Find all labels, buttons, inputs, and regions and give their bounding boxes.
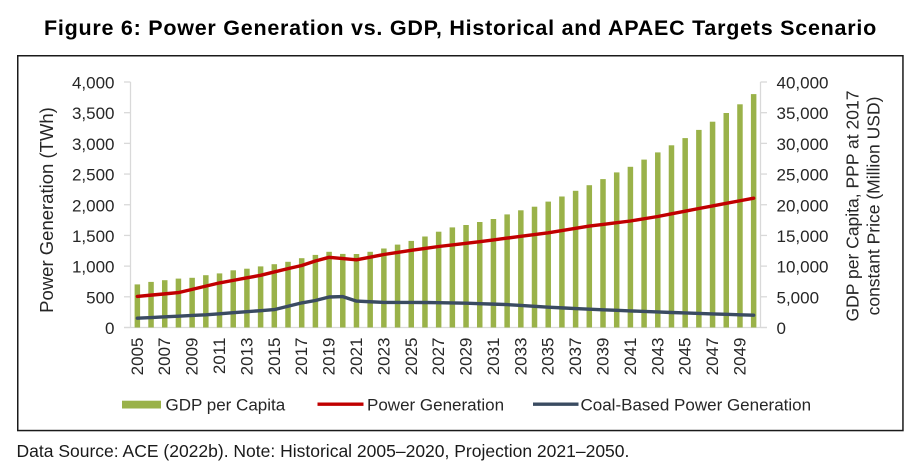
svg-text:2033: 2033 (511, 338, 530, 376)
svg-text:Data Source: ACE (2022b). Note: Data Source: ACE (2022b). Note: Historic… (17, 441, 630, 461)
svg-text:GDP per Capita, PPP at 2017: GDP per Capita, PPP at 2017 (843, 91, 863, 322)
svg-text:5,000: 5,000 (777, 288, 820, 307)
svg-text:0: 0 (777, 319, 786, 338)
svg-text:2,000: 2,000 (72, 196, 115, 215)
svg-text:2047: 2047 (703, 338, 722, 376)
svg-text:0: 0 (105, 319, 114, 338)
svg-text:2039: 2039 (594, 338, 613, 376)
svg-text:15,000: 15,000 (777, 227, 829, 246)
svg-text:Power Generation (TWh): Power Generation (TWh) (36, 107, 57, 313)
svg-text:4,000: 4,000 (72, 74, 115, 93)
svg-text:2019: 2019 (320, 338, 339, 376)
svg-text:2005: 2005 (128, 338, 147, 376)
svg-text:3,000: 3,000 (72, 135, 115, 154)
svg-text:500: 500 (86, 288, 114, 307)
svg-text:2011: 2011 (210, 338, 229, 375)
svg-text:2049: 2049 (730, 338, 749, 376)
svg-text:2025: 2025 (402, 338, 421, 376)
svg-text:2007: 2007 (155, 338, 174, 376)
svg-text:Coal-Based Power Generation: Coal-Based Power Generation (581, 395, 812, 414)
svg-text:1,000: 1,000 (72, 258, 115, 277)
svg-text:2027: 2027 (429, 338, 448, 376)
svg-text:2013: 2013 (237, 338, 256, 376)
svg-text:2037: 2037 (566, 338, 585, 376)
svg-text:2023: 2023 (374, 338, 393, 376)
svg-text:35,000: 35,000 (777, 104, 829, 123)
svg-text:2043: 2043 (648, 338, 667, 376)
svg-text:2031: 2031 (484, 338, 503, 376)
svg-text:25,000: 25,000 (777, 166, 829, 185)
svg-text:2035: 2035 (539, 338, 558, 376)
svg-text:2021: 2021 (347, 338, 366, 376)
svg-text:40,000: 40,000 (777, 74, 829, 93)
svg-text:2045: 2045 (676, 338, 695, 376)
svg-text:30,000: 30,000 (777, 135, 829, 154)
svg-text:10,000: 10,000 (777, 258, 829, 277)
svg-text:2009: 2009 (183, 338, 202, 376)
svg-text:2,500: 2,500 (72, 166, 115, 185)
svg-text:constant Price (Million USD): constant Price (Million USD) (864, 97, 884, 316)
svg-text:3,500: 3,500 (72, 104, 115, 123)
svg-text:Power Generation: Power Generation (367, 395, 504, 414)
svg-text:2017: 2017 (292, 338, 311, 376)
svg-text:2041: 2041 (621, 338, 640, 376)
svg-text:GDP per Capita: GDP per Capita (166, 395, 286, 414)
svg-text:20,000: 20,000 (777, 196, 829, 215)
svg-text:1,500: 1,500 (72, 227, 115, 246)
svg-text:Figure 6: Power Generation vs.: Figure 6: Power Generation vs. GDP, Hist… (44, 16, 877, 40)
svg-text:2029: 2029 (457, 338, 476, 376)
svg-text:2015: 2015 (265, 338, 284, 376)
